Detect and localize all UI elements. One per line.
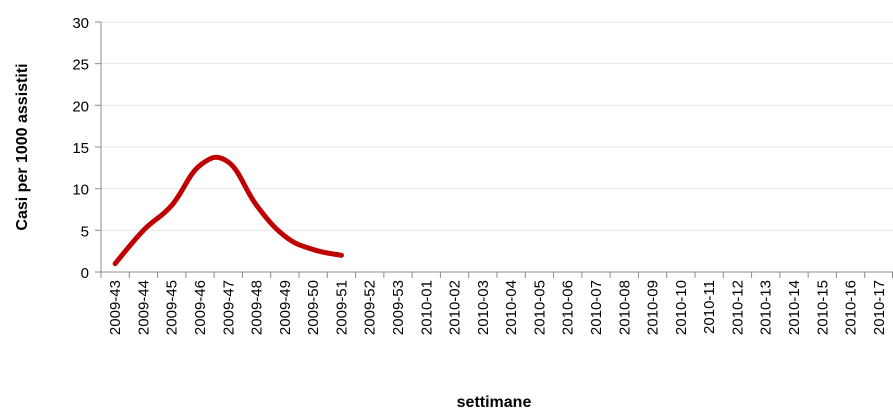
y-axis-title: Casi per 1000 assistiti	[14, 63, 31, 230]
x-tick-label: 2009-46	[192, 280, 209, 335]
x-tick-label: 2010-05	[531, 280, 548, 335]
series-line	[112, 154, 344, 267]
x-tick-label: 2010-15	[814, 280, 831, 335]
y-tick-label: 0	[81, 265, 89, 282]
x-tick-label: 2010-14	[786, 280, 803, 335]
x-tick-label: 2009-43	[107, 280, 124, 335]
x-tick-label: 2009-50	[305, 280, 322, 335]
series	[112, 154, 344, 267]
x-axis-title: settimane	[457, 394, 532, 411]
x-tick-label: 2009-47	[220, 280, 237, 335]
x-tick-label: 2010-06	[560, 280, 577, 335]
y-tick-label: 15	[72, 140, 89, 157]
x-tick-label: 2010-11	[701, 280, 718, 334]
x-tick-label: 2010-02	[447, 280, 464, 335]
y-tick-label: 5	[81, 223, 89, 240]
y-tick-label: 25	[72, 57, 89, 74]
x-tick-label: 2010-13	[758, 280, 775, 335]
y-tick-labels: 0 5 10 15 20 25 30	[72, 15, 89, 282]
axes	[95, 21, 893, 278]
x-tick-label: 2009-48	[249, 280, 266, 335]
x-tick-label: 2010-08	[616, 280, 633, 335]
x-tick-label: 2009-49	[277, 280, 294, 335]
x-tick-labels: 2009-43 2009-44 2009-45 2009-46 2009-47 2009-…	[107, 280, 888, 335]
y-tick-label: 30	[72, 15, 89, 32]
x-tick-label: 2010-07	[588, 280, 605, 335]
x-tick-label: 2010-17	[871, 280, 888, 335]
x-tick-label: 2009-51	[333, 280, 350, 335]
y-tick-label: 10	[72, 182, 89, 199]
x-tick-label: 2009-45	[164, 280, 181, 335]
y-tick-label: 20	[72, 98, 89, 115]
x-tick-label: 2010-04	[503, 280, 520, 335]
x-tick-label: 2010-10	[673, 280, 690, 335]
x-tick-label: 2010-09	[645, 280, 662, 335]
x-tick-label: 2010-12	[729, 280, 746, 335]
x-tick-label: 2010-03	[475, 280, 492, 335]
x-tick-label: 2009-44	[135, 280, 152, 335]
x-tick-label: 2009-53	[390, 280, 407, 335]
x-tick-label: 2009-52	[362, 280, 379, 335]
gridlines	[101, 21, 893, 231]
x-tick-label: 2010-16	[843, 280, 860, 335]
x-tick-label: 2010-01	[418, 280, 435, 335]
